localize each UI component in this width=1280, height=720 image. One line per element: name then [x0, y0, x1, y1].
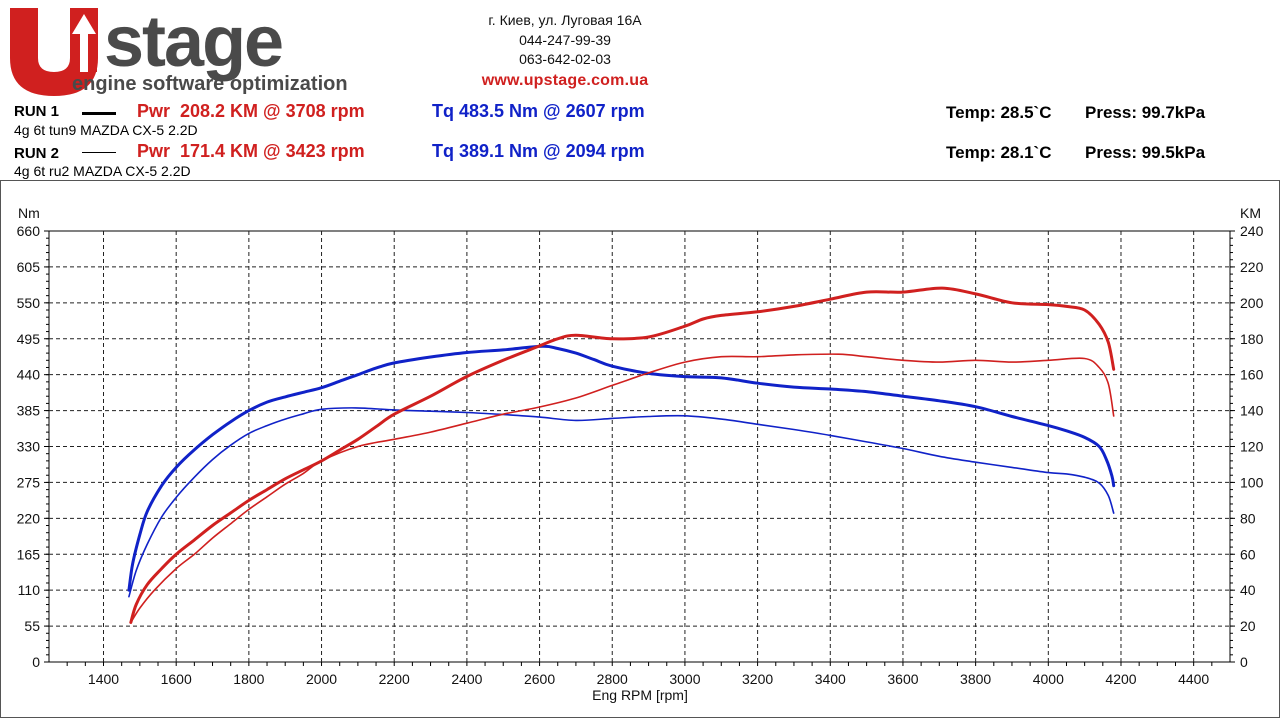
run-2-temperature: Temp: 28.1`C: [946, 143, 1052, 162]
y-right-tick-label: 80: [1240, 510, 1256, 526]
y-right-tick-label: 60: [1240, 546, 1256, 562]
y-left-tick-label: 55: [24, 618, 40, 634]
x-tick-label: 1400: [88, 671, 119, 687]
y-right-tick-label: 20: [1240, 618, 1256, 634]
y-right-tick-label: 40: [1240, 582, 1256, 598]
x-tick-label: 3000: [669, 671, 700, 687]
run-1-label: RUN 1: [14, 103, 60, 120]
run-2-power-line: [130, 353, 1115, 624]
x-tick-label: 2200: [379, 671, 410, 687]
y-left-tick-label: 0: [32, 654, 40, 670]
x-tick-label: 4000: [1033, 671, 1064, 687]
dyno-chart: Nm KM Eng RPM [rpm] 1400 1600 1800 2000 2200…: [17, 205, 1264, 703]
y-left-tick-label: 550: [17, 295, 41, 311]
y-right-tick-label: 160: [1240, 367, 1264, 383]
x-tick-label: 3600: [887, 671, 918, 687]
address: г. Киев, ул. Луговая 16А: [488, 12, 642, 28]
run-1-torque-peak: Tq 483.5 Nm @ 2607 rpm: [432, 101, 645, 121]
run-1-power-peak: Pwr 208.2 KM @ 3708 rpm: [137, 101, 365, 121]
run-2-pressure: Press: 99.5kPa: [1085, 143, 1206, 162]
y-left-tick-label: 605: [17, 259, 41, 275]
x-tick-label: 1600: [161, 671, 192, 687]
y-left-tick-label: 495: [17, 331, 41, 347]
y-right-tick-label: 0: [1240, 654, 1248, 670]
run-2-line-sample: [82, 152, 116, 153]
y-right-axis-title: KM: [1240, 205, 1261, 221]
y-right-tick-label: 180: [1240, 331, 1264, 347]
y-right-tick-label: 100: [1240, 474, 1264, 490]
x-tick-label: 3800: [960, 671, 991, 687]
y-right-tick-label: 220: [1240, 259, 1264, 275]
x-tick-label: 1800: [233, 671, 264, 687]
grid: [48, 230, 1231, 663]
run-2-description: 4g 6t ru2 MAZDA CX-5 2.2D: [14, 163, 191, 179]
run-2-torque-line: [128, 407, 1115, 598]
logo-emblem: [10, 8, 98, 96]
x-tick-label: 2000: [306, 671, 337, 687]
run-1-temperature: Temp: 28.5`C: [946, 103, 1052, 122]
axis-ticks: 1400 1600 1800 2000 2200 2400 2600 2800 3000 3200…: [17, 223, 1264, 687]
logo-word: stage: [104, 2, 282, 82]
run-1-power-line: [129, 286, 1116, 624]
y-left-tick-label: 330: [17, 439, 41, 455]
run-2-label: RUN 2: [14, 145, 60, 162]
x-axis-title: Eng RPM [rpm]: [592, 687, 688, 703]
y-left-tick-label: 275: [17, 474, 41, 490]
run-2-power-peak: Pwr 171.4 KM @ 3423 rpm: [137, 141, 365, 161]
x-tick-label: 2600: [524, 671, 555, 687]
y-left-tick-label: 110: [18, 582, 41, 598]
series-lines: [127, 286, 1116, 624]
upstage-logo: stage engine software optimization: [10, 2, 348, 96]
y-right-tick-label: 120: [1240, 439, 1264, 455]
phone-1: 044-247-99-39: [519, 32, 611, 48]
y-right-tick-label: 240: [1240, 223, 1264, 239]
x-tick-label: 2400: [451, 671, 482, 687]
x-tick-label: 3400: [815, 671, 846, 687]
y-left-tick-label: 440: [17, 367, 41, 383]
y-left-tick-label: 385: [17, 403, 41, 419]
y-right-tick-label: 200: [1240, 295, 1264, 311]
y-left-tick-label: 165: [17, 546, 41, 562]
y-right-tick-label: 140: [1240, 403, 1264, 419]
run-1-description: 4g 6t tun9 MAZDA CX-5 2.2D: [14, 122, 198, 138]
y-left-axis-title: Nm: [18, 205, 40, 221]
y-left-tick-label: 660: [17, 223, 41, 239]
logo-tagline: engine software optimization: [72, 73, 348, 95]
x-tick-label: 4200: [1105, 671, 1136, 687]
website-link[interactable]: www.upstage.com.ua: [481, 72, 649, 89]
x-tick-label: 2800: [597, 671, 628, 687]
y-left-tick-label: 220: [17, 510, 41, 526]
x-tick-label: 3200: [742, 671, 773, 687]
run-1-pressure: Press: 99.7kPa: [1085, 103, 1206, 122]
run-1-torque-line: [127, 344, 1116, 592]
run-1-line-sample: [82, 112, 116, 115]
x-tick-label: 4400: [1178, 671, 1209, 687]
phone-2: 063-642-02-03: [519, 51, 611, 67]
run-2-torque-peak: Tq 389.1 Nm @ 2094 rpm: [432, 141, 645, 161]
